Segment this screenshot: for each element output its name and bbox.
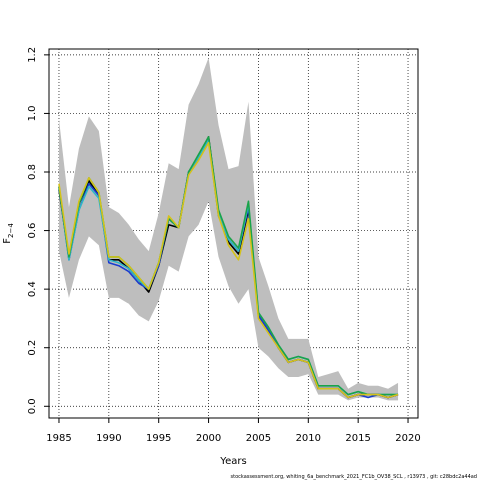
footer-stamp: stockassessment.org, whiting_6a_benchmar… [231,474,477,480]
x-axis: 1985 1990 1995 2000 2005 2010 2015 2020 [46,418,421,444]
x-axis-title: Years [219,456,246,467]
plot-frame [48,48,419,419]
y-axis-title-main: F [2,238,13,244]
series-lines [58,136,399,399]
y-tick-label-4: 0.8 [27,164,38,180]
y-tick-label-2: 0.4 [27,281,38,297]
y-tick-label-3: 0.6 [27,223,38,239]
y-tick-label-0: 0.0 [27,398,38,414]
confidence-band [58,57,399,401]
x-tick-label-1995: 1995 [146,433,171,444]
y-axis: 0.0 0.2 0.4 0.6 0.8 1.0 1.2 [27,47,49,414]
y-axis-title-subscript: 2−4 [7,223,15,238]
x-tick-label-1990: 1990 [96,433,121,444]
y-axis-title: F2−4 [2,223,15,244]
confidence-band-area [58,57,399,401]
x-tick-label-2015: 2015 [345,433,370,444]
y-tick-label-6: 1.2 [27,47,38,63]
x-tick-label-2020: 2020 [395,433,420,444]
x-tick-label-2000: 2000 [196,433,221,444]
y-tick-label-1: 0.2 [27,340,38,356]
series-line-6 [58,141,399,399]
y-tick-label-5: 1.0 [27,105,38,121]
x-tick-label-2005: 2005 [246,433,271,444]
x-tick-label-2010: 2010 [296,433,321,444]
x-tick-label-1985: 1985 [46,433,71,444]
